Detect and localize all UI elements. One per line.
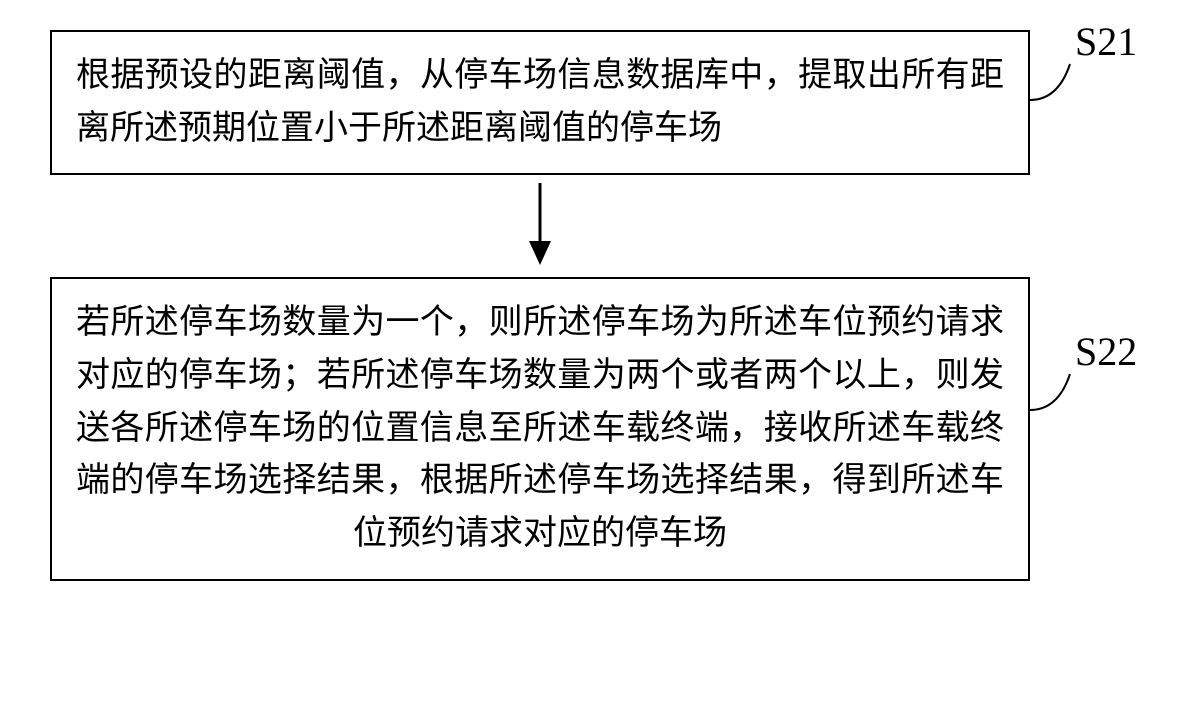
flowchart-arrow bbox=[50, 183, 1030, 269]
connector-s21 bbox=[48, 62, 1078, 122]
arrow-down-icon bbox=[520, 183, 560, 269]
step-label-s21: S21 bbox=[1075, 18, 1137, 65]
step-label-s22: S22 bbox=[1075, 328, 1137, 375]
connector-s22 bbox=[48, 372, 1078, 432]
